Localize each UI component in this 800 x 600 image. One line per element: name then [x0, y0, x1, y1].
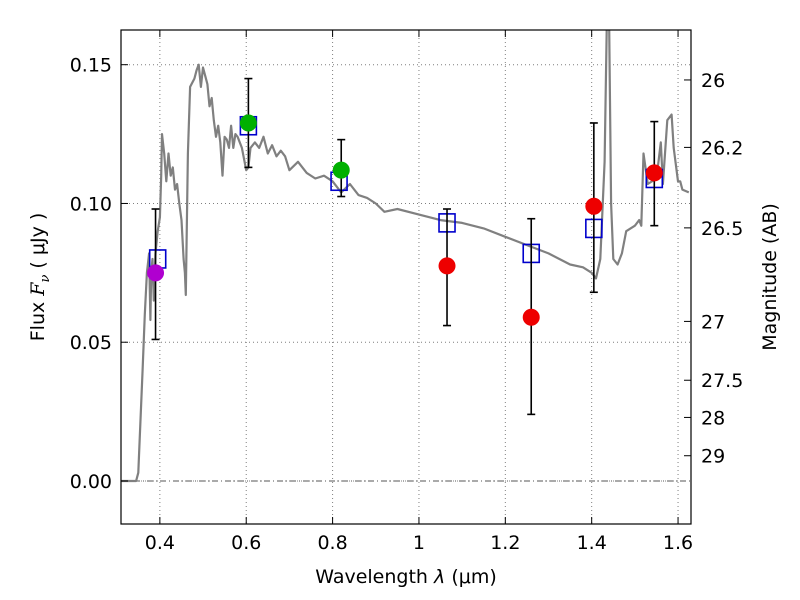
y-tick-label: 0.15: [70, 55, 112, 77]
x-tick-label: 1.2: [490, 532, 520, 554]
x-axis-label-symbol: λ: [433, 566, 445, 588]
x-tick-label: 0.6: [231, 532, 261, 554]
x-tick-label: 1.4: [577, 532, 607, 554]
y-tick-label: 0.05: [70, 332, 112, 354]
y-axis-label-main: Flux: [27, 302, 49, 342]
marks-layer: [147, 77, 664, 416]
x-axis-label-main: Wavelength: [315, 566, 428, 588]
x-axis-label-unit: (μm): [451, 566, 496, 588]
y-axis-label-unit: ( μJy ): [27, 213, 49, 269]
ticks-layer: 0.4 0.6 0.8 1 1.2 1.4 1.6 0.00 0.05 0.10 0.15 26 26.…: [70, 30, 743, 554]
observed-point: [585, 197, 603, 215]
observed-point: [438, 257, 456, 275]
y2-tick-label: 26: [701, 70, 725, 92]
y2-tick-label: 29: [701, 446, 725, 468]
observed-point: [645, 164, 663, 182]
y-axis-label-symbol: F: [27, 282, 49, 297]
observed-point: [147, 264, 165, 282]
x-tick-label: 1.6: [663, 532, 693, 554]
observed-point: [239, 114, 257, 132]
y2-axis-label: Magnitude (AB): [759, 203, 781, 351]
x-tick-label: 1: [413, 532, 425, 554]
y2-tick-label: 26.2: [701, 137, 743, 159]
x-axis-label: Wavelength λ (μm): [315, 566, 496, 588]
y-axis-label: Flux Fν ( μJy ): [27, 213, 53, 342]
y2-tick-label: 28: [701, 407, 725, 429]
observed-point: [522, 308, 540, 326]
grid-layer: [121, 30, 691, 524]
plot-frame: [120, 29, 692, 525]
observed-point: [332, 161, 350, 179]
plot-area: [121, 30, 690, 483]
x-tick-label: 0.4: [145, 532, 175, 554]
y2-tick-label: 27.5: [701, 370, 743, 392]
y-axis-label-subscript: ν: [38, 275, 53, 283]
y-tick-label: 0.00: [70, 471, 112, 493]
y-tick-label: 0.10: [70, 193, 112, 215]
y2-tick-label: 27: [701, 311, 725, 333]
x-tick-label: 0.8: [317, 532, 347, 554]
y2-tick-label: 26.5: [701, 218, 743, 240]
model-spectrum-line: [121, 30, 690, 483]
